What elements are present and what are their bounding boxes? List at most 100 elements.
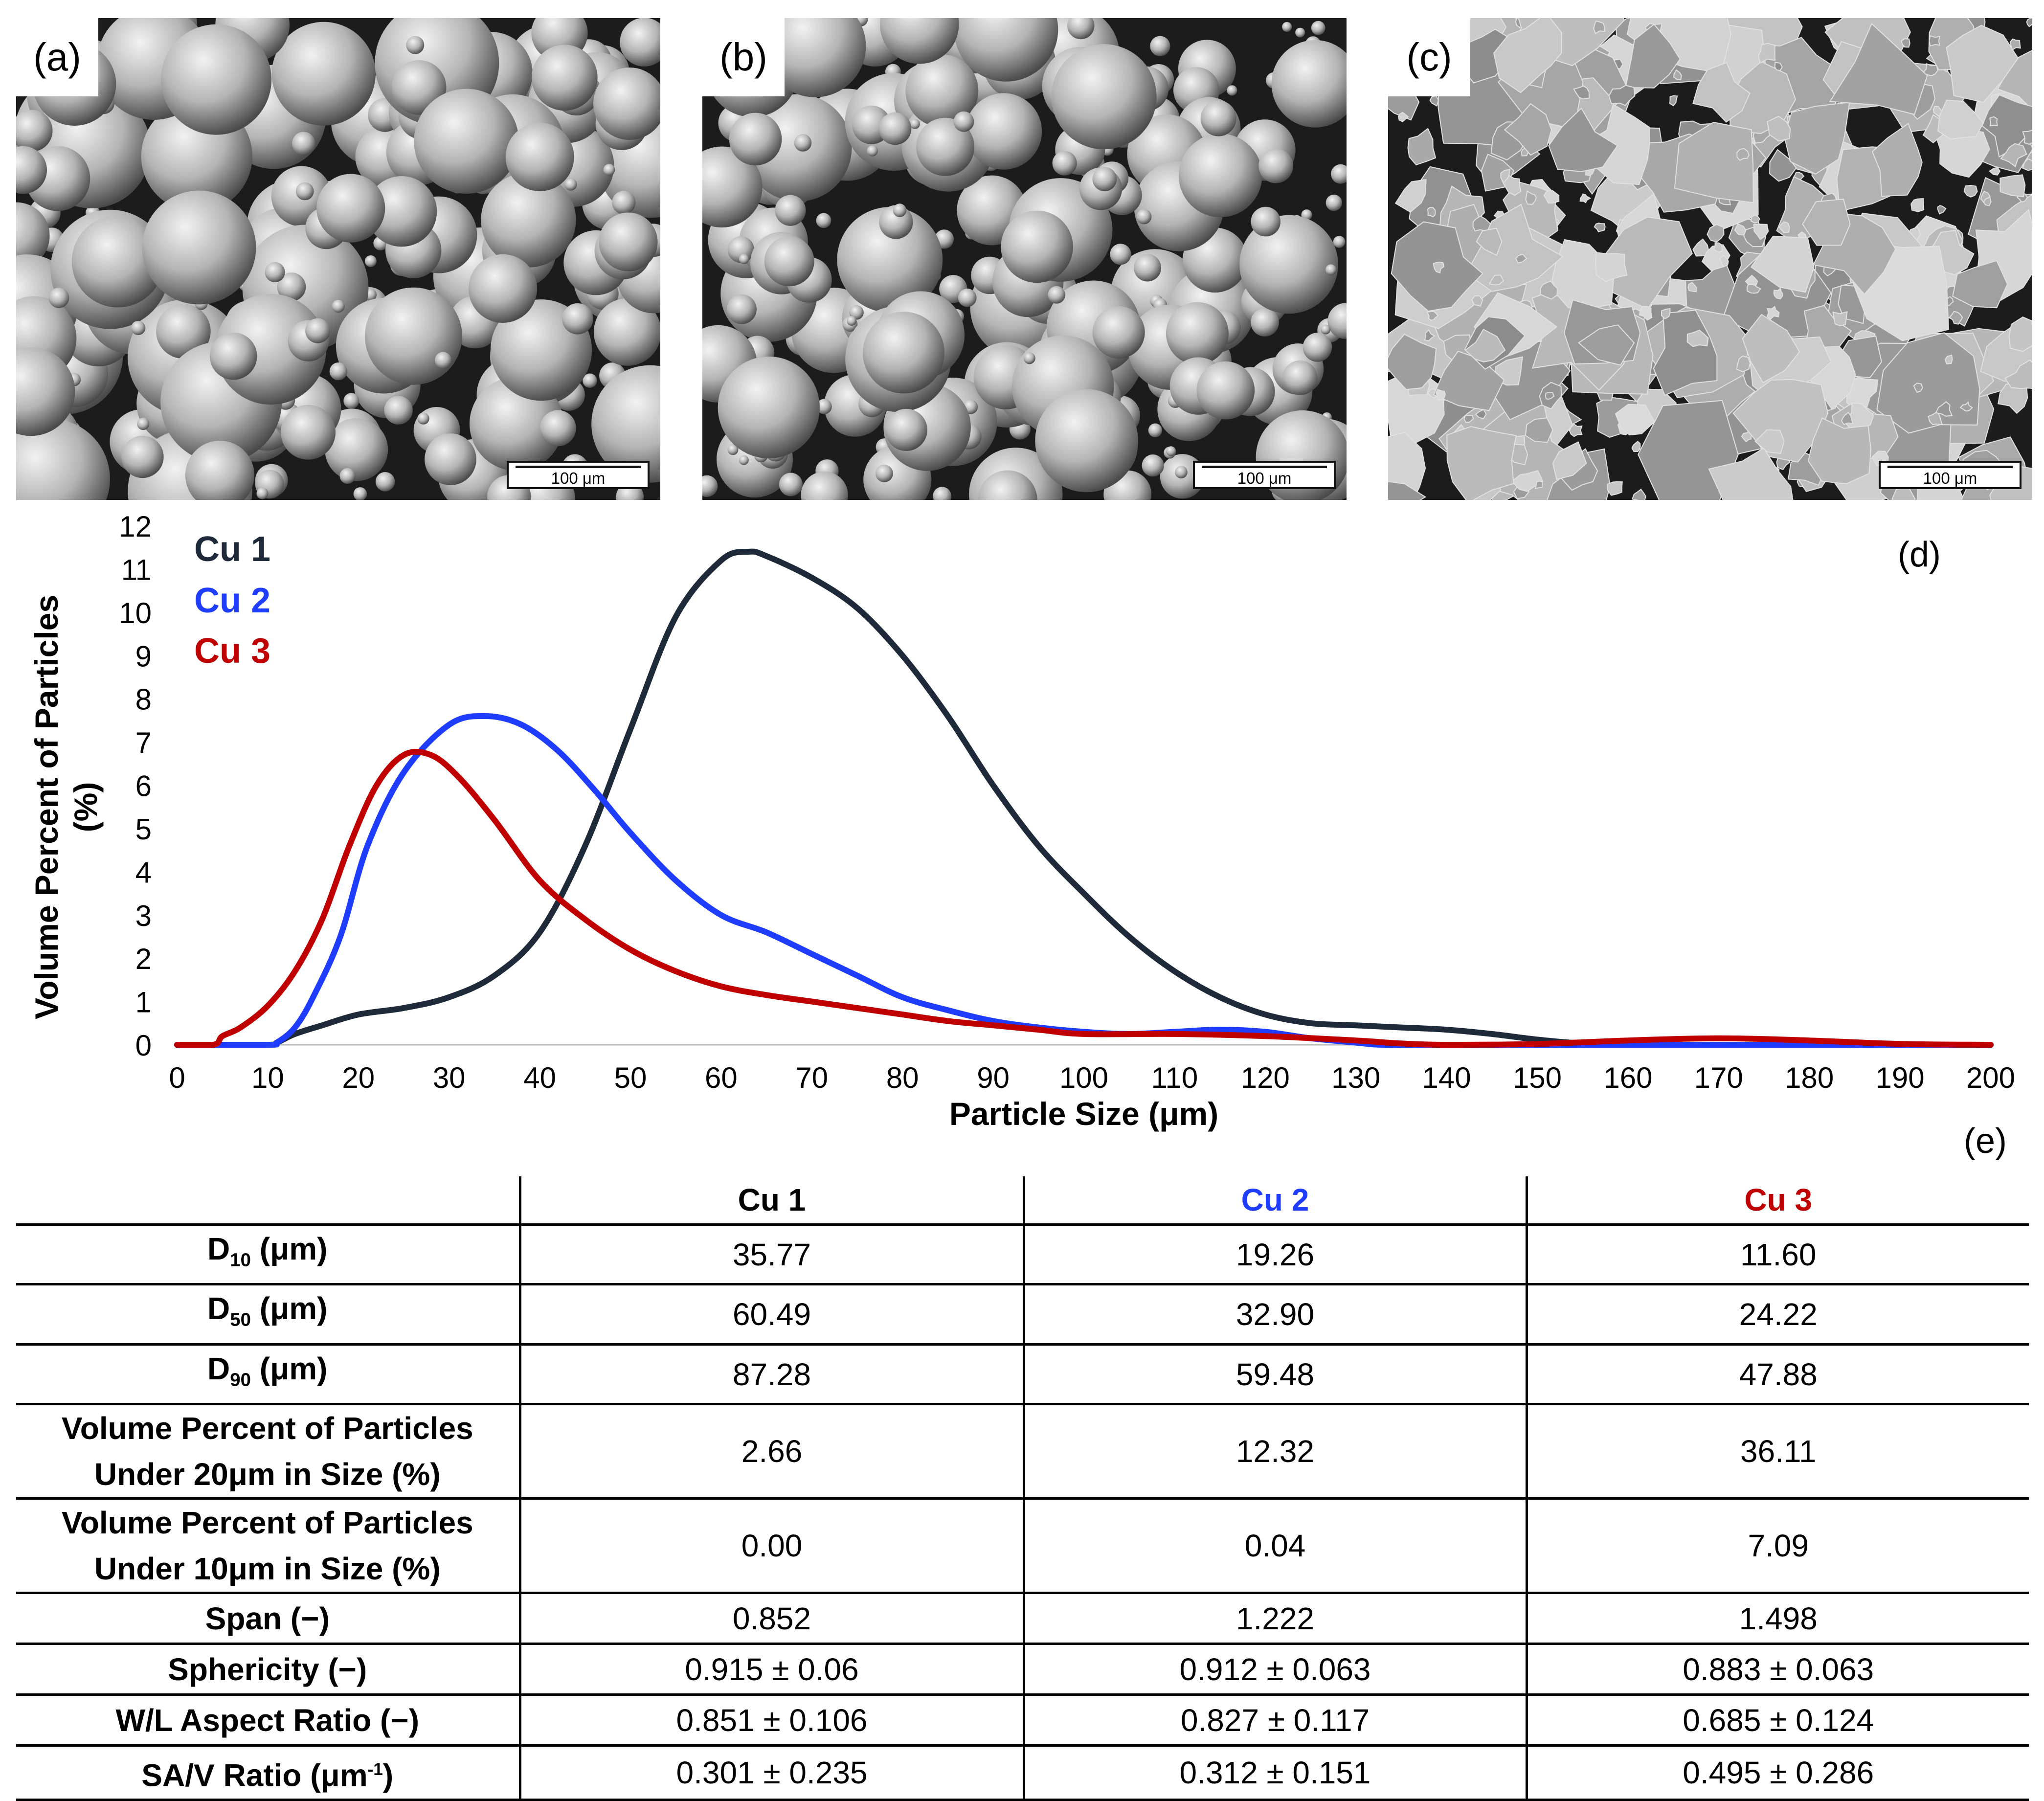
particle — [1282, 22, 1292, 32]
particle — [1023, 352, 1035, 364]
particle — [954, 18, 1058, 82]
table-cell: 24.22 — [1527, 1284, 2029, 1346]
particle — [1543, 190, 1560, 204]
particle — [1988, 167, 2001, 176]
particle — [1436, 388, 1446, 401]
particle — [718, 356, 820, 459]
table-cell: 2.66 — [520, 1404, 1025, 1500]
particle — [837, 207, 943, 313]
particle — [1937, 205, 1947, 215]
particle — [1504, 103, 1552, 156]
particle — [185, 440, 255, 500]
particle — [1871, 123, 1923, 197]
row-label-sa-v-ratio: SA/V Ratio (μm-1) — [16, 1745, 521, 1801]
particle — [2026, 18, 2032, 27]
particle — [468, 254, 538, 323]
table-cell: 0.883 ± 0.063 — [1527, 1643, 2029, 1696]
particle — [1608, 85, 1636, 106]
particle — [1937, 99, 1984, 140]
row-label-under-10um: Volume Percent of Particles Under 10μm in… — [16, 1498, 521, 1595]
particle — [481, 172, 576, 268]
particle — [1913, 383, 1923, 393]
y-tick-label: 3 — [135, 900, 152, 932]
particle — [142, 190, 256, 305]
particle — [1773, 287, 1783, 300]
particle — [702, 475, 718, 497]
table-cell: 36.11 — [1527, 1404, 2029, 1500]
particle — [1708, 447, 1794, 500]
table-cell: 0.852 — [520, 1593, 1025, 1645]
y-tick-label: 4 — [135, 856, 152, 889]
particle — [599, 212, 658, 271]
particle — [1545, 392, 1555, 400]
particle — [1949, 311, 1963, 325]
table-header-corner — [16, 1176, 521, 1226]
particle — [862, 312, 944, 394]
particle — [256, 487, 269, 499]
particle — [953, 111, 974, 132]
particle — [1525, 190, 1537, 205]
particle — [1807, 417, 1872, 485]
table-cell: 35.77 — [520, 1224, 1025, 1286]
x-tick-label: 70 — [795, 1061, 828, 1094]
x-tick-label: 90 — [977, 1061, 1010, 1094]
particle — [2000, 143, 2027, 168]
particle — [1331, 164, 1347, 184]
particle — [1548, 107, 1618, 172]
panel-label-e: (e) — [1964, 1122, 2007, 1161]
particle — [1295, 27, 1305, 38]
row-label-aspect-ratio: W/L Aspect Ratio (−) — [16, 1694, 521, 1747]
y-tick-label: 2 — [135, 943, 152, 975]
particle — [583, 373, 597, 388]
y-tick-label: 6 — [135, 770, 152, 803]
table-row: Span (−) 0.852 1.222 1.498 — [16, 1593, 2029, 1645]
particle — [1148, 423, 1163, 437]
particle — [1388, 481, 1427, 500]
particle — [131, 320, 146, 336]
particle — [1922, 63, 1938, 76]
y-axis-label-line1: Volume Percent of Particles — [28, 595, 65, 1019]
particle — [1712, 242, 1723, 253]
particle — [593, 68, 660, 140]
table-cell: 60.49 — [520, 1284, 1025, 1346]
particle — [1929, 35, 1941, 47]
particle — [2022, 129, 2032, 145]
particle — [1876, 332, 1980, 434]
y-tick-label: 11 — [121, 553, 152, 586]
x-tick-label: 140 — [1422, 1061, 1471, 1094]
particle — [434, 352, 452, 369]
particle — [353, 487, 367, 500]
table-cell: 1.222 — [1024, 1593, 1528, 1645]
particle — [847, 315, 857, 326]
table-row: Sphericity (−) 0.915 ± 0.06 0.912 ± 0.06… — [16, 1643, 2029, 1696]
x-tick-label: 50 — [614, 1061, 647, 1094]
particle — [1311, 21, 1325, 35]
series-line-cu3 — [174, 748, 1994, 1048]
table-header-cu3: Cu 3 — [1527, 1176, 2029, 1226]
particle — [1734, 223, 1747, 236]
particle — [1488, 274, 1505, 286]
scale-bar-c: 100 μm — [1879, 461, 2022, 489]
particle — [1802, 199, 1851, 246]
particle — [1540, 280, 1558, 300]
particle — [2004, 359, 2032, 389]
particle — [1429, 95, 1439, 107]
particle — [1196, 361, 1255, 420]
particle — [1500, 168, 1511, 184]
particle — [1989, 116, 1998, 127]
particle — [1515, 253, 1527, 264]
particle — [1707, 224, 1725, 243]
y-tick-label: 10 — [119, 597, 152, 630]
particle — [364, 287, 462, 385]
sem-particles-b — [702, 18, 1347, 500]
y-axis-label-line2: (%) — [67, 782, 104, 833]
particle — [1388, 367, 1445, 443]
x-tick-label: 130 — [1331, 1061, 1380, 1094]
particle — [739, 254, 749, 264]
particle — [1067, 18, 1095, 40]
particle — [1424, 329, 1436, 342]
particle — [1476, 227, 1503, 256]
table-cell: 0.685 ± 0.124 — [1527, 1694, 2029, 1747]
particle — [1753, 224, 1769, 240]
